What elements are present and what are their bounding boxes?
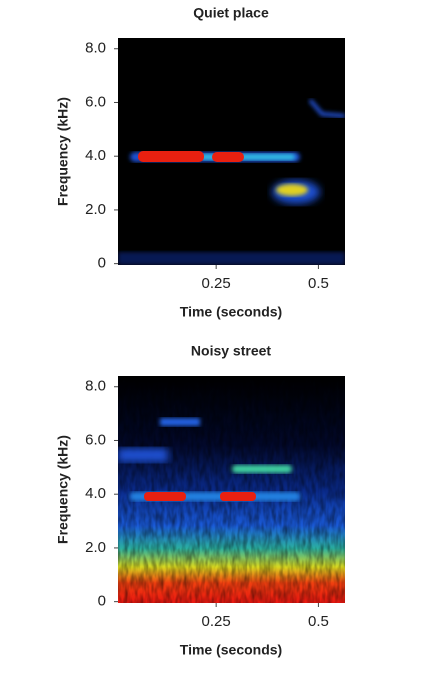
y-tick-label: 6.0 [85,431,106,448]
y-tick-label: 6.0 [85,93,106,110]
x-tick-label: 0.25 [202,275,231,292]
noise [118,376,345,603]
y-tick-label: 8.0 [85,40,106,57]
song-note [144,492,186,501]
spectrogram-image [118,376,345,603]
song-band [118,448,168,462]
spectrogram-image [118,38,345,265]
y-axis-label: Frequency (kHz) [55,97,71,206]
chart-title: Quiet place [193,5,269,21]
noise [118,252,345,265]
y-tick-label: 4.0 [85,147,106,164]
x-tick-label: 0.5 [308,275,329,292]
panel: Quiet place Time (seconds) Frequency (kHz)… [55,5,345,320]
song-note [308,98,345,118]
chart-title: Noisy street [191,343,271,359]
y-tick-label: 2.0 [85,539,106,556]
song-note [276,184,308,196]
y-tick-label: 0 [98,255,106,272]
song-note [232,465,292,473]
y-tick-label: 8.0 [85,378,106,395]
y-tick-label: 0 [98,593,106,610]
x-tick-label: 0.5 [308,613,329,630]
song-note [212,152,244,162]
x-tick-label: 0.25 [202,613,231,630]
x-axis-label: Time (seconds) [180,642,282,658]
panel: Noisy street Time (seconds) Frequency (kHz… [55,343,345,658]
song-note [220,492,256,501]
y-tick-label: 2.0 [85,201,106,218]
y-tick-label: 4.0 [85,485,106,502]
y-axis-label: Frequency (kHz) [55,435,71,544]
song-note [160,418,200,426]
song-note [138,151,204,162]
x-axis-label: Time (seconds) [180,304,282,320]
